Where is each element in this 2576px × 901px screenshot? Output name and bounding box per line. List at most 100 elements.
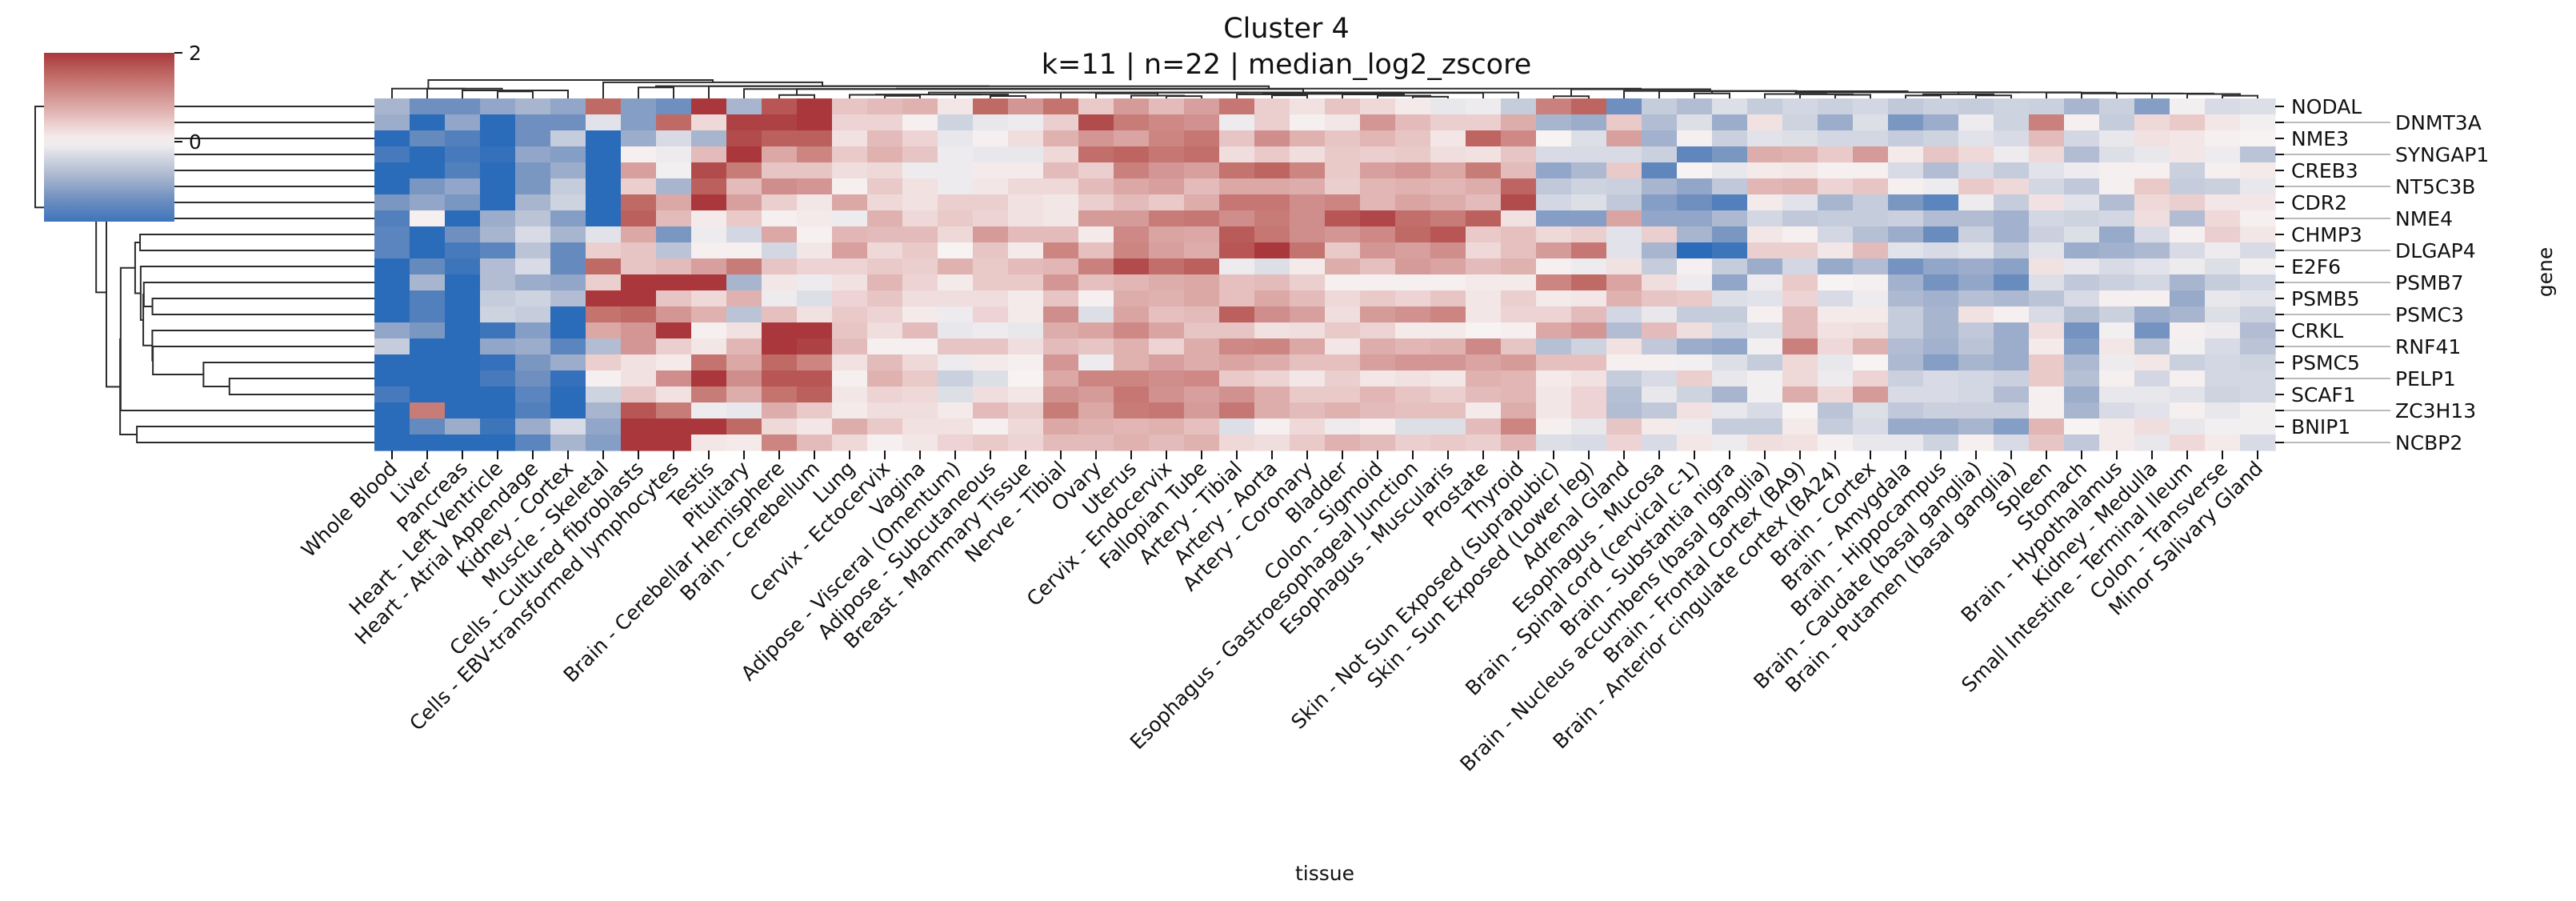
heatmap-cell [1958,434,1994,451]
heatmap-cell [1501,402,1537,419]
heatmap-cell [938,322,974,339]
heatmap-cell [1114,402,1150,419]
column-dendrogram-link [778,94,815,98]
row-dendrogram-link [228,378,374,395]
heatmap-cell [1254,274,1290,291]
heatmap-cell [445,146,481,163]
heatmap-cell [1536,178,1572,195]
column-dendrogram-link [1271,94,1308,98]
heatmap-cell [1536,194,1572,211]
heatmap-cell [1958,226,1994,243]
heatmap-cell [867,354,903,371]
heatmap-cell [1747,146,1783,163]
heatmap-cell [1360,402,1396,419]
heatmap-cell [1501,418,1537,435]
heatmap-cell [1712,194,1748,211]
heatmap-cell [1747,322,1783,339]
gene-label: RNF41 [2395,335,2461,358]
gene-label: PELP1 [2395,367,2456,390]
heatmap-cell [867,210,903,227]
heatmap-cell [832,306,868,323]
heatmap-cell [1325,434,1361,451]
heatmap-cell [1078,98,1114,115]
heatmap-cell [2029,258,2065,275]
heatmap-cell [762,258,798,275]
heatmap-cell [1853,418,1889,435]
heatmap-cell [656,98,692,115]
heatmap-cell [1994,402,2030,419]
heatmap-cell [938,162,974,179]
heatmap-cell [656,226,692,243]
heatmap-cell [726,402,762,419]
heatmap-cell [374,306,410,323]
heatmap-cell [2099,178,2135,195]
heatmap-cell [1149,258,1185,275]
heatmap-cell [902,290,938,307]
heatmap-cell [374,162,410,179]
heatmap-cell [1677,258,1713,275]
heatmap-cell [691,130,727,147]
heatmap-cell [1114,258,1150,275]
heatmap-cell [867,98,903,115]
heatmap-cell [1114,178,1150,195]
heatmap-cell [2170,290,2206,307]
heatmap-cell [2064,258,2100,275]
heatmap-cell [2099,322,2135,339]
heatmap-cell [410,258,446,275]
heatmap-cell [2240,338,2276,355]
heatmap-cell [1043,290,1079,307]
heatmap-cell [1536,210,1572,227]
heatmap-cell [797,418,833,435]
heatmap-cell [1219,290,1255,307]
heatmap-cell [2134,178,2170,195]
heatmap-cell [1395,178,1431,195]
heatmap-cell [550,418,586,435]
row-dendrogram-link [142,282,374,307]
heatmap-cell [1043,402,1079,419]
heatmap-cell [374,194,410,211]
heatmap-cell [973,402,1009,419]
heatmap-cell [726,322,762,339]
column-dendrogram-link [2222,94,2258,98]
heatmap-cell [2134,194,2170,211]
heatmap-cell [2170,114,2206,131]
heatmap-cell [1677,386,1713,403]
heatmap-cell [1994,226,2030,243]
heatmap-cell [1958,402,1994,419]
heatmap-cell [1325,402,1361,419]
heatmap-cell [1114,130,1150,147]
heatmap-cell [1677,242,1713,259]
heatmap-cell [1994,162,2030,179]
heatmap-cell [797,386,833,403]
heatmap-cell [938,242,974,259]
heatmap-cell [2205,354,2241,371]
heatmap-cell [1571,146,1607,163]
heatmap-cell [445,130,481,147]
heatmap-cell [1290,258,1326,275]
heatmap-cell [550,354,586,371]
heatmap-cell [1888,290,1924,307]
heatmap-cell [1395,306,1431,323]
heatmap-cell [1994,210,2030,227]
heatmap-cell [2205,306,2241,323]
heatmap-cell [1853,274,1889,291]
heatmap-cell [656,418,692,435]
heatmap-cell [1642,338,1678,355]
heatmap-cell [1114,354,1150,371]
column-dendrogram-link [602,81,824,98]
heatmap-cell [656,370,692,387]
heatmap-cell [1677,370,1713,387]
heatmap-cell [2029,178,2065,195]
heatmap-cell [1782,418,1818,435]
heatmap-cell [1184,242,1220,259]
heatmap-cell [867,114,903,131]
heatmap-cell [1254,386,1290,403]
heatmap-cell [410,290,446,307]
heatmap-cell [1606,386,1642,403]
heatmap-cell [973,354,1009,371]
heatmap-cell [1254,434,1290,451]
heatmap-cell [1712,306,1748,323]
heatmap-cell [1642,434,1678,451]
heatmap-cell [1747,290,1783,307]
heatmap-cell [445,402,481,419]
